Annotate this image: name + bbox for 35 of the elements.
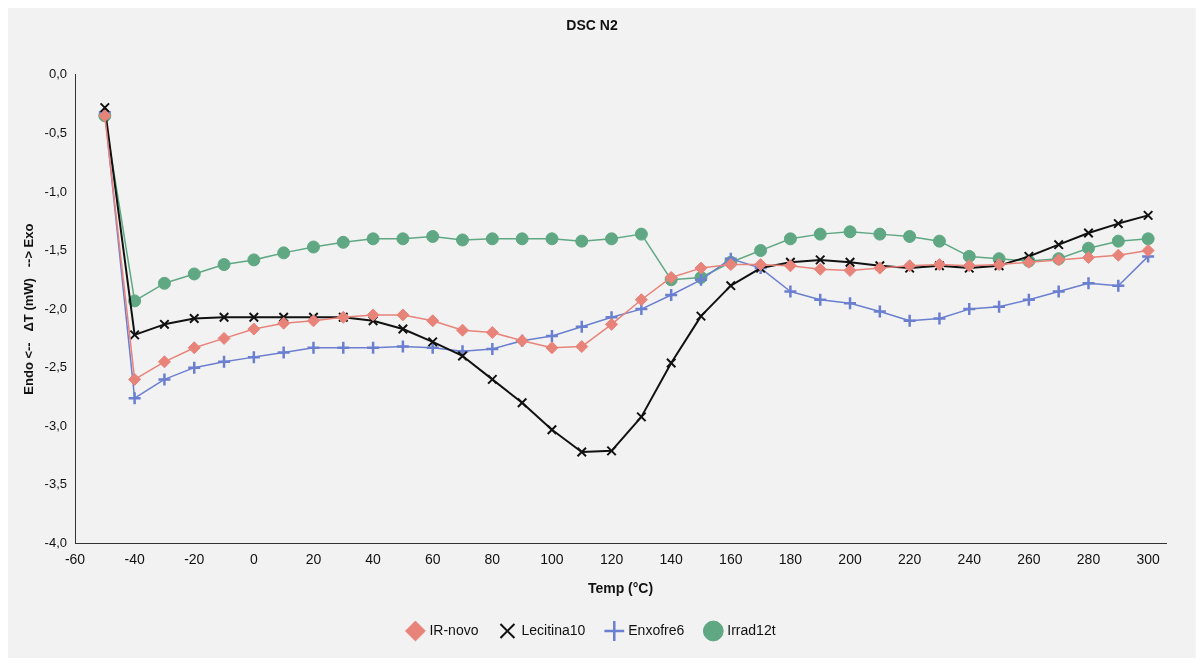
chart-title: DSC N2 xyxy=(566,17,618,34)
y-tick-label: -4,0 xyxy=(44,534,67,550)
x-tick-label: 300 xyxy=(1136,550,1161,567)
x-tick-label: 60 xyxy=(424,550,441,567)
legend-label: Enxofre6 xyxy=(628,621,685,638)
x-tick-label: 120 xyxy=(599,550,624,567)
x-tick-label: 180 xyxy=(778,550,803,567)
x-tick-label: 80 xyxy=(484,550,501,567)
y-tick-label: -2,0 xyxy=(44,300,67,316)
x-tick-label: -40 xyxy=(124,550,145,567)
legend-label: IR-novo xyxy=(429,621,479,638)
x-tick-label: 40 xyxy=(365,550,382,567)
y-tick-label: 0,0 xyxy=(48,66,67,82)
x-tick-label: 0 xyxy=(249,550,258,567)
x-tick-label: 20 xyxy=(305,550,322,567)
y-tick-label: -2,5 xyxy=(44,359,67,375)
x-tick-label: 280 xyxy=(1076,550,1101,567)
x-tick-label: -60 xyxy=(64,550,86,567)
y-axis-title: Endo <-- ΔT (mW) --> Exo xyxy=(21,223,37,395)
x-tick-label: 260 xyxy=(1017,550,1041,567)
x-axis-title: Temp (°C) xyxy=(587,580,654,597)
x-tick-label: -20 xyxy=(184,550,205,567)
x-tick-label: 240 xyxy=(957,550,982,567)
x-tick-label: 200 xyxy=(838,550,862,567)
x-tick-label: 100 xyxy=(540,550,564,567)
y-tick-label: -3,5 xyxy=(44,476,67,492)
y-tick-label: -1,5 xyxy=(44,242,67,258)
y-tick-label: -3,0 xyxy=(44,417,67,433)
x-tick-label: 160 xyxy=(719,550,743,567)
x-tick-label: 140 xyxy=(659,550,684,567)
legend-label: Irrad12t xyxy=(727,621,776,638)
y-tick-label: -0,5 xyxy=(44,124,67,140)
y-tick-label: -1,0 xyxy=(44,183,67,199)
legend-label: Lecitina10 xyxy=(521,621,586,638)
x-tick-label: 220 xyxy=(897,550,922,567)
